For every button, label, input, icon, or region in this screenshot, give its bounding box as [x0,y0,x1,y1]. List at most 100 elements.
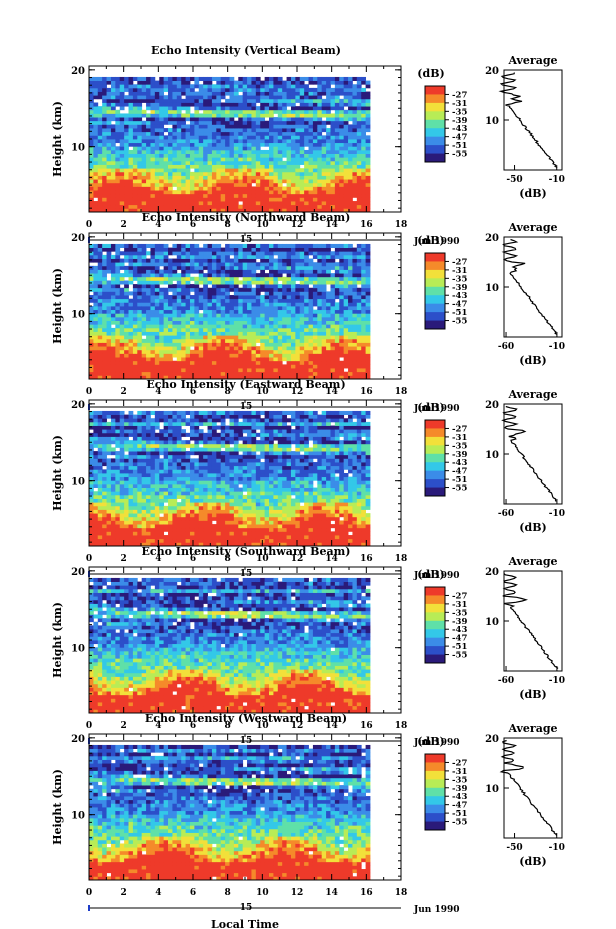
heatmap-cell [326,302,331,307]
heatmap-cell [304,251,309,256]
heatmap-cell [229,316,235,321]
heatmap-cell [198,106,204,111]
heatmap-cell [299,346,305,351]
heatmap-cell [93,483,99,488]
heatmap-cell [163,197,169,202]
heatmap-cell [326,306,331,311]
heatmap-cell [242,360,248,365]
heatmap-cell [260,157,266,162]
heatmap-cell [203,106,208,111]
heatmap-cell [124,190,129,195]
heatmap-cell [304,262,309,267]
heatmap-cell [229,106,235,111]
heatmap-cell [247,357,252,362]
heatmap-cell [146,357,151,362]
heatmap-cell [317,182,323,187]
heatmap-cell [163,87,169,92]
heatmap-cell [89,171,94,176]
heatmap-cell [264,80,270,85]
heatmap-cell [93,186,99,191]
heatmap-cell [308,302,314,307]
heatmap-cell [299,102,305,107]
heatmap-cell [356,153,362,158]
heatmap-cell [352,201,358,206]
heatmap-cell [304,265,309,270]
colorbar-swatch [425,286,445,296]
heatmap-cell [260,298,266,303]
heatmap-cell [273,331,279,336]
heatmap-cell [163,349,169,354]
heatmap-cell [365,208,371,213]
heatmap-cell [141,346,147,351]
heatmap-cell [189,208,195,213]
heatmap-cell [326,273,331,278]
heatmap-cell [176,157,182,162]
heatmap-cell [198,164,204,169]
heatmap-cell [238,102,244,107]
heatmap-cell [124,117,129,122]
heatmap-cell [176,164,182,169]
heatmap-cell [290,135,296,140]
heatmap-cell [348,164,353,169]
heatmap-cell [251,160,257,165]
heatmap-cell [330,357,336,362]
heatmap-cell [334,193,340,198]
heatmap-cell [137,171,143,176]
heatmap-cell [282,349,287,354]
heatmap-cell [207,98,213,103]
heatmap-cell [154,331,160,336]
heatmap-cell [277,113,283,118]
heatmap-cell [150,287,156,292]
heatmap-cell [93,516,99,521]
heatmap-cell [312,109,318,114]
heatmap-cell [194,193,200,198]
heatmap-cell [132,109,138,114]
heatmap-cell [137,168,143,173]
heatmap-cell [216,146,222,151]
heatmap-cell [269,276,274,281]
heatmap-cell [251,87,257,92]
heatmap-cell [282,291,287,296]
heatmap-cell [115,84,121,89]
heatmap-cell [334,349,340,354]
heatmap-cell [299,364,305,369]
heatmap-cell [150,124,156,129]
heatmap-cell [229,120,235,125]
heatmap-cell [119,120,125,125]
heatmap-cell [277,164,283,169]
heatmap-cell [124,124,129,129]
heatmap-cell [194,353,200,358]
heatmap-cell [295,316,301,321]
heatmap-cell [159,139,165,144]
heatmap-cell [326,157,331,162]
heatmap-cell [89,146,94,151]
heatmap-cell [220,91,226,96]
heatmap-cell [299,306,305,311]
heatmap-cell [207,357,213,362]
heatmap-cell [150,291,156,296]
heatmap-cell [181,175,186,180]
heatmap-cell [304,327,309,332]
heatmap-cell [185,258,191,263]
heatmap-cell [352,128,358,133]
heatmap-cell [247,342,252,347]
heatmap-cell [141,276,147,281]
heatmap-cell [308,201,314,206]
heatmap-cell [172,306,178,311]
heatmap-cell [343,284,349,289]
heatmap-cell [163,135,169,140]
heatmap-cell [286,117,292,122]
heatmap-cell [124,360,129,365]
heatmap-cell [326,364,331,369]
heatmap-cell [150,98,156,103]
heatmap-cell [321,190,327,195]
heatmap-cell [233,375,239,380]
x-tick-label: 4 [155,220,161,230]
heatmap-cell [361,131,367,136]
heatmap-cell [185,95,191,100]
heatmap-cell [159,368,165,373]
heatmap-cell [352,190,358,195]
heatmap-cell [93,368,99,373]
heatmap-cell [321,306,327,311]
heatmap-cell [273,349,279,354]
